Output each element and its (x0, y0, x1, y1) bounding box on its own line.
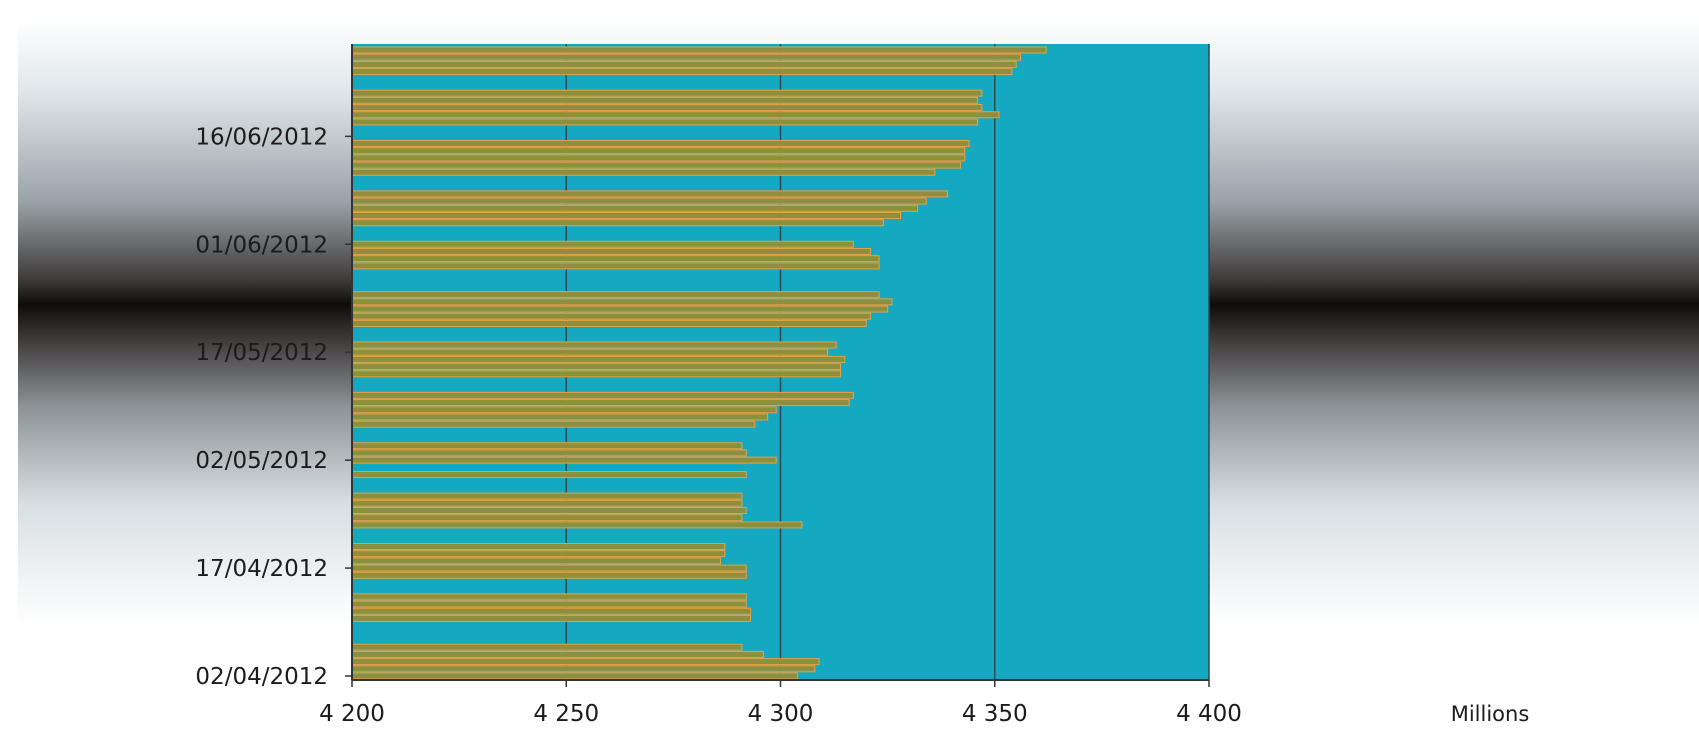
bar (351, 147, 966, 155)
x-tick-label: 4 200 (319, 701, 385, 727)
y-tick-label: 16/06/2012 (195, 124, 328, 150)
bar (351, 348, 829, 356)
bar (351, 672, 799, 680)
bar (351, 140, 970, 148)
bar (351, 211, 901, 219)
bar (351, 190, 949, 198)
bar (351, 46, 1047, 54)
bar (351, 614, 752, 622)
bar (351, 247, 871, 255)
y-tick-label: 02/04/2012 (195, 664, 328, 690)
bar (351, 363, 841, 371)
bar (351, 168, 936, 176)
bar (351, 550, 726, 558)
bar (351, 104, 983, 112)
bar (351, 68, 1013, 76)
bar-series (351, 46, 1047, 680)
bar (351, 391, 854, 399)
bar (351, 219, 884, 227)
y-tick-label: 17/04/2012 (195, 556, 328, 582)
y-tick-label: 01/06/2012 (195, 232, 328, 258)
y-tick-label: 17/05/2012 (195, 340, 328, 366)
bar (351, 118, 979, 126)
bar (351, 255, 880, 263)
y-tick-label: 02/05/2012 (195, 448, 328, 474)
x-axis-unit-label: Millions (1451, 702, 1530, 726)
bar (351, 449, 747, 457)
bar (351, 413, 769, 421)
bar (351, 197, 927, 205)
x-tick-label: 4 350 (962, 701, 1028, 727)
bar (351, 542, 726, 550)
bar (351, 420, 756, 428)
bar (351, 514, 743, 522)
x-axis-ticks: 4 200 4 250 4 300 4 350 4 400 (319, 680, 1242, 727)
bar (351, 650, 764, 658)
bar (351, 370, 841, 378)
bar (351, 557, 722, 565)
bar (351, 111, 1000, 119)
bar (351, 406, 777, 414)
bar (351, 355, 846, 363)
bar (351, 442, 743, 450)
bar (351, 154, 966, 162)
bar (351, 298, 893, 306)
bar (351, 571, 747, 579)
x-tick-label: 4 250 (533, 701, 599, 727)
bar (351, 507, 747, 515)
bar (351, 521, 803, 529)
y-axis-ticks: 02/04/2012 17/04/2012 02/05/2012 17/05/2012… (195, 124, 352, 690)
bar (351, 593, 747, 601)
bar (351, 471, 747, 479)
bar (351, 492, 743, 500)
bar (351, 607, 752, 615)
x-tick-label: 4 400 (1176, 701, 1242, 727)
bar (351, 89, 983, 97)
bar (351, 53, 1021, 61)
bar (351, 643, 743, 651)
bar (351, 262, 880, 270)
bar (351, 312, 871, 320)
bar (351, 341, 837, 349)
bar (351, 291, 880, 299)
bar (351, 204, 919, 212)
bar (351, 499, 743, 507)
bar (351, 399, 850, 407)
bar (351, 60, 1017, 68)
bar (351, 319, 867, 327)
bar (351, 161, 961, 169)
bar (351, 305, 889, 313)
bar (351, 658, 820, 666)
bar (351, 600, 747, 608)
bar (351, 456, 777, 464)
bar (351, 665, 816, 673)
bar (351, 96, 979, 104)
bar (351, 564, 747, 572)
bar (351, 240, 854, 248)
x-tick-label: 4 300 (748, 701, 814, 727)
